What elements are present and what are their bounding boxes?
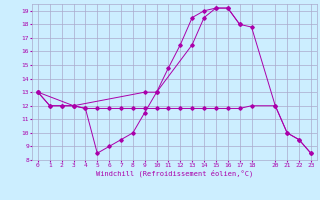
X-axis label: Windchill (Refroidissement éolien,°C): Windchill (Refroidissement éolien,°C) — [96, 169, 253, 177]
